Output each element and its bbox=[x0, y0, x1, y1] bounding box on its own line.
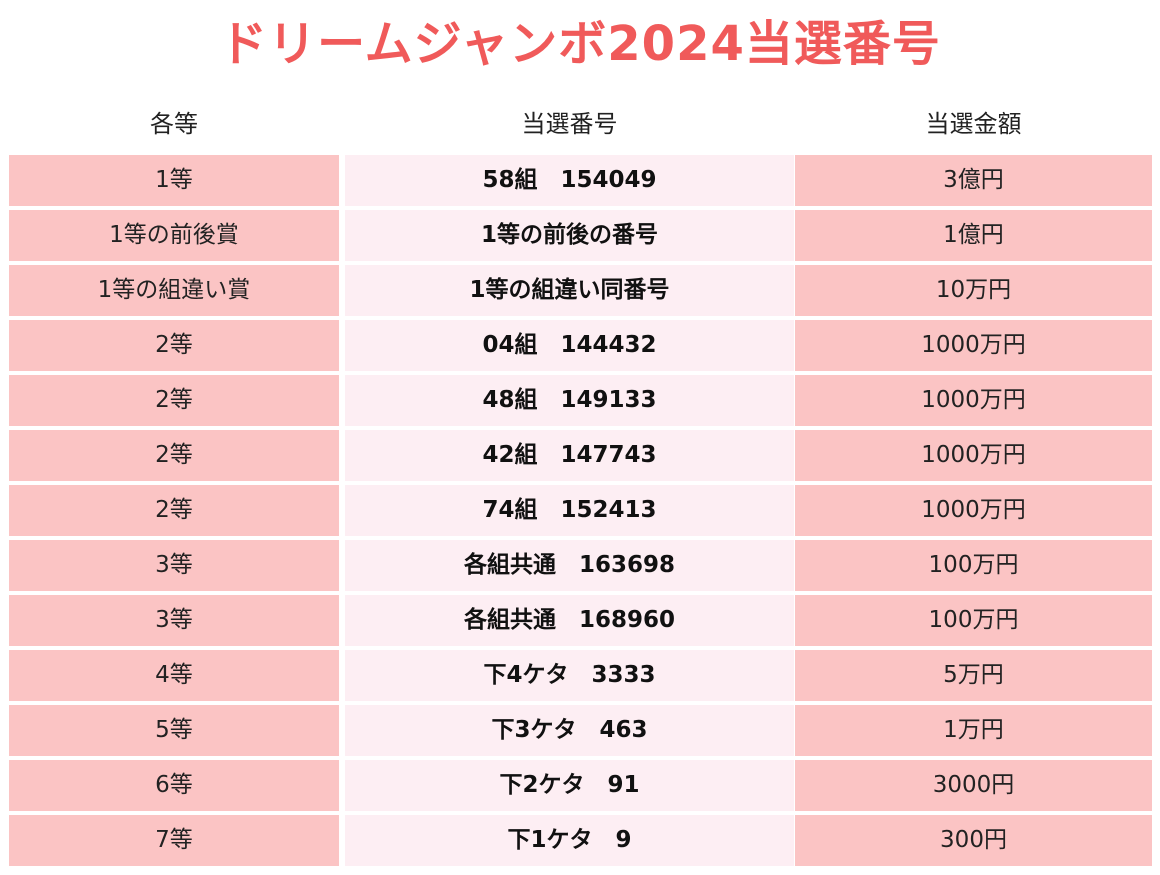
results-table: 1等 58組 154049 3億円 1等の前後賞 1等の前後の番号 1億円 1等… bbox=[9, 155, 1152, 870]
grade-cell: 2等 bbox=[9, 320, 339, 371]
prize-amount-cell: 5万円 bbox=[795, 650, 1152, 701]
grade-cell: 1等の前後賞 bbox=[9, 210, 339, 261]
grade-cell: 3等 bbox=[9, 540, 339, 591]
winning-number-cell: 各組共通 168960 bbox=[345, 595, 794, 646]
prize-amount-cell: 300円 bbox=[795, 815, 1152, 866]
winning-number-cell: 04組 144432 bbox=[345, 320, 794, 371]
table-row: 1等の前後賞 1等の前後の番号 1億円 bbox=[9, 210, 1152, 261]
prize-amount-cell: 1億円 bbox=[795, 210, 1152, 261]
prize-amount-cell: 1000万円 bbox=[795, 320, 1152, 371]
grade-cell: 7等 bbox=[9, 815, 339, 866]
winning-number-cell: 48組 149133 bbox=[345, 375, 794, 426]
table-row: 1等 58組 154049 3億円 bbox=[9, 155, 1152, 206]
grade-cell: 5等 bbox=[9, 705, 339, 756]
table-row: 3等 各組共通 168960 100万円 bbox=[9, 595, 1152, 646]
winning-number-cell: 1等の前後の番号 bbox=[345, 210, 794, 261]
table-row: 7等 下1ケタ 9 300円 bbox=[9, 815, 1152, 866]
prize-amount-cell: 100万円 bbox=[795, 595, 1152, 646]
winning-number-cell: 下1ケタ 9 bbox=[345, 815, 794, 866]
header-number: 当選番号 bbox=[521, 110, 618, 138]
grade-cell: 1等 bbox=[9, 155, 339, 206]
table-header: 各等 当選番号 当選金額 bbox=[9, 100, 1152, 148]
winning-number-cell: 1等の組違い同番号 bbox=[345, 265, 794, 316]
winning-number-cell: 74組 152413 bbox=[345, 485, 794, 536]
table-row: 5等 下3ケタ 463 1万円 bbox=[9, 705, 1152, 756]
grade-cell: 6等 bbox=[9, 760, 339, 811]
table-row: 3等 各組共通 163698 100万円 bbox=[9, 540, 1152, 591]
prize-amount-cell: 3億円 bbox=[795, 155, 1152, 206]
winning-number-cell: 42組 147743 bbox=[345, 430, 794, 481]
winning-number-cell: 下2ケタ 91 bbox=[345, 760, 794, 811]
grade-cell: 3等 bbox=[9, 595, 339, 646]
prize-amount-cell: 1000万円 bbox=[795, 485, 1152, 536]
table-row: 2等 04組 144432 1000万円 bbox=[9, 320, 1152, 371]
table-row: 2等 48組 149133 1000万円 bbox=[9, 375, 1152, 426]
header-grade: 各等 bbox=[150, 110, 198, 138]
grade-cell: 2等 bbox=[9, 375, 339, 426]
table-row: 4等 下4ケタ 3333 5万円 bbox=[9, 650, 1152, 701]
page-title: ドリームジャンボ2024当選番号 bbox=[219, 16, 941, 72]
table-row: 6等 下2ケタ 91 3000円 bbox=[9, 760, 1152, 811]
grade-cell: 2等 bbox=[9, 430, 339, 481]
grade-cell: 1等の組違い賞 bbox=[9, 265, 339, 316]
winning-number-cell: 下3ケタ 463 bbox=[345, 705, 794, 756]
prize-amount-cell: 10万円 bbox=[795, 265, 1152, 316]
prize-amount-cell: 1000万円 bbox=[795, 375, 1152, 426]
grade-cell: 2等 bbox=[9, 485, 339, 536]
table-row: 2等 74組 152413 1000万円 bbox=[9, 485, 1152, 536]
prize-amount-cell: 1000万円 bbox=[795, 430, 1152, 481]
table-row: 2等 42組 147743 1000万円 bbox=[9, 430, 1152, 481]
header-amount: 当選金額 bbox=[925, 110, 1022, 138]
winning-number-cell: 下4ケタ 3333 bbox=[345, 650, 794, 701]
winning-number-cell: 58組 154049 bbox=[345, 155, 794, 206]
table-row: 1等の組違い賞 1等の組違い同番号 10万円 bbox=[9, 265, 1152, 316]
winning-number-cell: 各組共通 163698 bbox=[345, 540, 794, 591]
grade-cell: 4等 bbox=[9, 650, 339, 701]
prize-amount-cell: 3000円 bbox=[795, 760, 1152, 811]
prize-amount-cell: 1万円 bbox=[795, 705, 1152, 756]
prize-amount-cell: 100万円 bbox=[795, 540, 1152, 591]
